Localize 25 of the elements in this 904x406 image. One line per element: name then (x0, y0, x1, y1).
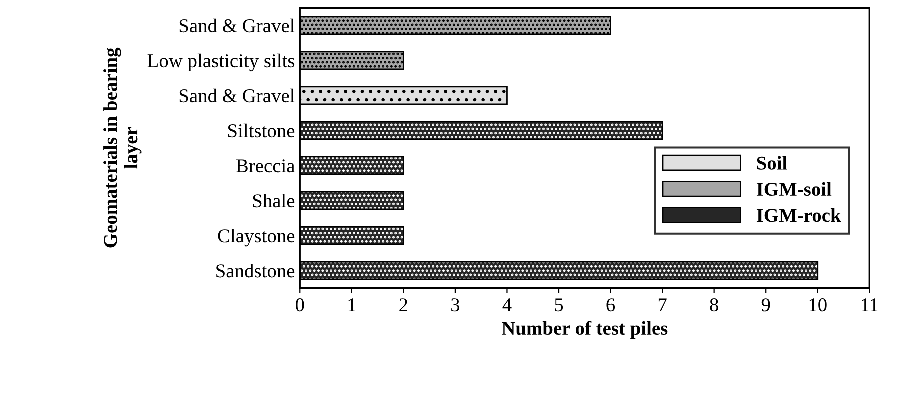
x-tick-label: 1 (348, 298, 356, 312)
y-tick-label: Breccia (236, 160, 295, 173)
x-tick-label: 7 (658, 298, 667, 312)
x-tick-label: 5 (555, 298, 564, 312)
y-tick-label: Sand & Gravel (180, 18, 295, 33)
legend-label: IGM-rock (756, 208, 842, 222)
y-axis-title: Geomaterials in bearing layer (104, 48, 142, 248)
legend-label: Soil (757, 156, 788, 170)
x-tick-label: 11 (862, 298, 878, 312)
x-tick-label: 4 (502, 298, 512, 312)
legend-label: IGM-soil (756, 182, 832, 196)
x-tick-label: 6 (606, 298, 616, 312)
y-tick-label: Sandstone (216, 264, 295, 278)
x-tick-label: 8 (710, 298, 718, 312)
x-tick-label: 10 (810, 298, 827, 312)
x-tick-label: 2 (400, 298, 408, 312)
x-tick-label: 3 (452, 298, 460, 312)
x-axis-title: Number of test piles (502, 321, 668, 340)
y-tick-label: Claystone (218, 228, 295, 247)
y-tick-label: Siltstone (228, 124, 295, 138)
y-tick-label: Sand & Gravel (180, 88, 295, 103)
y-tick-label: Low plasticity silts (148, 54, 295, 72)
y-tick-label: Shale (253, 194, 295, 208)
x-tick-label: 0 (296, 298, 304, 312)
x-tick-label: 9 (762, 298, 770, 312)
